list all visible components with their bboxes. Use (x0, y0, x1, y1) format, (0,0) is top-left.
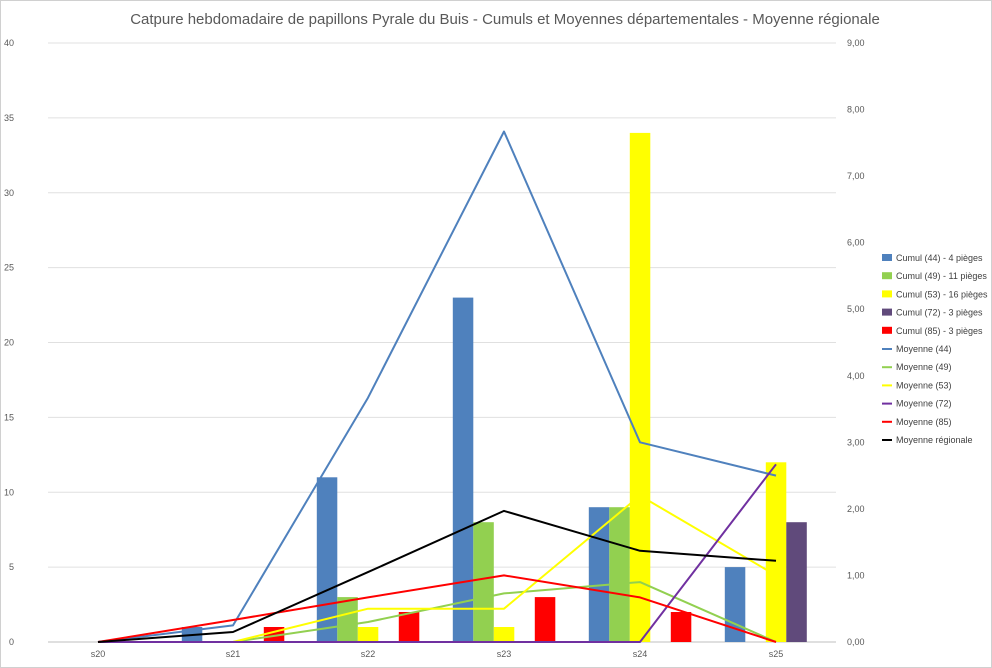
legend-label: Cumul (53) - 16 pièges (896, 289, 988, 299)
bar-cumul-49-11-pieges (337, 597, 358, 642)
bar-cumul-44-4-pieges (588, 507, 610, 642)
line-moyenne-85 (97, 574, 777, 643)
y-left-tick-label: 25 (4, 263, 14, 273)
bar-cumul-53-16-pieges (765, 462, 787, 642)
x-tick-label: s24 (633, 649, 648, 659)
x-tick-label: s21 (226, 649, 241, 659)
legend-swatch-cumul-44-4-pieges (882, 254, 892, 261)
legend-label: Cumul (44) - 4 pièges (896, 253, 983, 263)
y-right-tick-label: 7,00 (847, 171, 865, 181)
bar-cumul-85-3-pieges (398, 612, 420, 642)
legend-swatch-cumul-49-11-pieges (882, 272, 892, 280)
legend-label: Cumul (85) - 3 pièges (896, 326, 983, 336)
bar-cumul-44-4-pieges (316, 477, 338, 642)
legend-label: Moyenne (44) (896, 344, 952, 354)
y-left-tick-label: 35 (4, 113, 14, 123)
y-right-tick-label: 3,00 (847, 437, 865, 447)
y-left-tick-label: 5 (9, 562, 14, 572)
bar-cumul-49-11-pieges (609, 507, 630, 642)
line-moyenne-72 (98, 463, 777, 643)
legend-label: Moyenne (72) (896, 399, 952, 409)
line-moyenne-regionale (97, 509, 777, 643)
bar-cumul-49-11-pieges (473, 522, 494, 642)
y-left-tick-label: 20 (4, 338, 14, 348)
bar-cumul-85-3-pieges (534, 597, 556, 642)
bar-cumul-53-16-pieges (357, 627, 379, 642)
bar-cumul-72-3-pieges (786, 522, 807, 642)
y-right-tick-label: 4,00 (847, 371, 865, 381)
y-right-tick-label: 5,00 (847, 304, 865, 314)
legend-label: Moyenne (49) (896, 362, 952, 372)
legend-label: Moyenne (53) (896, 380, 952, 390)
bar-cumul-44-4-pieges (724, 567, 746, 642)
y-left-tick-label: 10 (4, 487, 14, 497)
line-moyenne-49 (232, 581, 777, 643)
y-left-tick-label: 40 (4, 38, 14, 48)
y-left-tick-label: 15 (4, 412, 14, 422)
y-right-tick-label: 9,00 (847, 38, 865, 48)
x-tick-label: s22 (361, 649, 376, 659)
bar-cumul-44-4-pieges (452, 297, 474, 642)
bar-cumul-53-16-pieges (493, 627, 515, 642)
chart-title: Catpure hebdomadaire de papillons Pyrale… (130, 11, 880, 28)
y-left-tick-label: 0 (9, 637, 14, 647)
x-tick-label: s20 (91, 649, 106, 659)
y-right-tick-label: 2,00 (847, 504, 865, 514)
legend-label: Cumul (49) - 11 pièges (896, 271, 987, 281)
y-right-tick-label: 0,00 (847, 637, 865, 647)
y-right-tick-label: 6,00 (847, 238, 865, 248)
legend-swatch-cumul-85-3-pieges (882, 326, 892, 334)
x-tick-label: s25 (769, 649, 784, 659)
y-left-tick-label: 30 (4, 188, 14, 198)
legend-swatch-cumul-53-16-pieges (882, 290, 892, 298)
legend-label: Moyenne (85) (896, 417, 952, 427)
x-tick-label: s23 (497, 649, 512, 659)
legend-label: Moyenne régionale (896, 435, 973, 445)
y-right-tick-label: 8,00 (847, 105, 865, 115)
legend-swatch-cumul-72-3-pieges (882, 308, 892, 316)
legend-label: Cumul (72) - 3 pièges (896, 308, 983, 318)
line-moyenne-53 (232, 494, 777, 643)
bar-cumul-53-16-pieges (629, 132, 651, 642)
y-right-tick-label: 1,00 (847, 570, 865, 580)
line-moyenne-44 (97, 130, 777, 643)
bar-cumul-85-3-pieges (670, 612, 692, 642)
